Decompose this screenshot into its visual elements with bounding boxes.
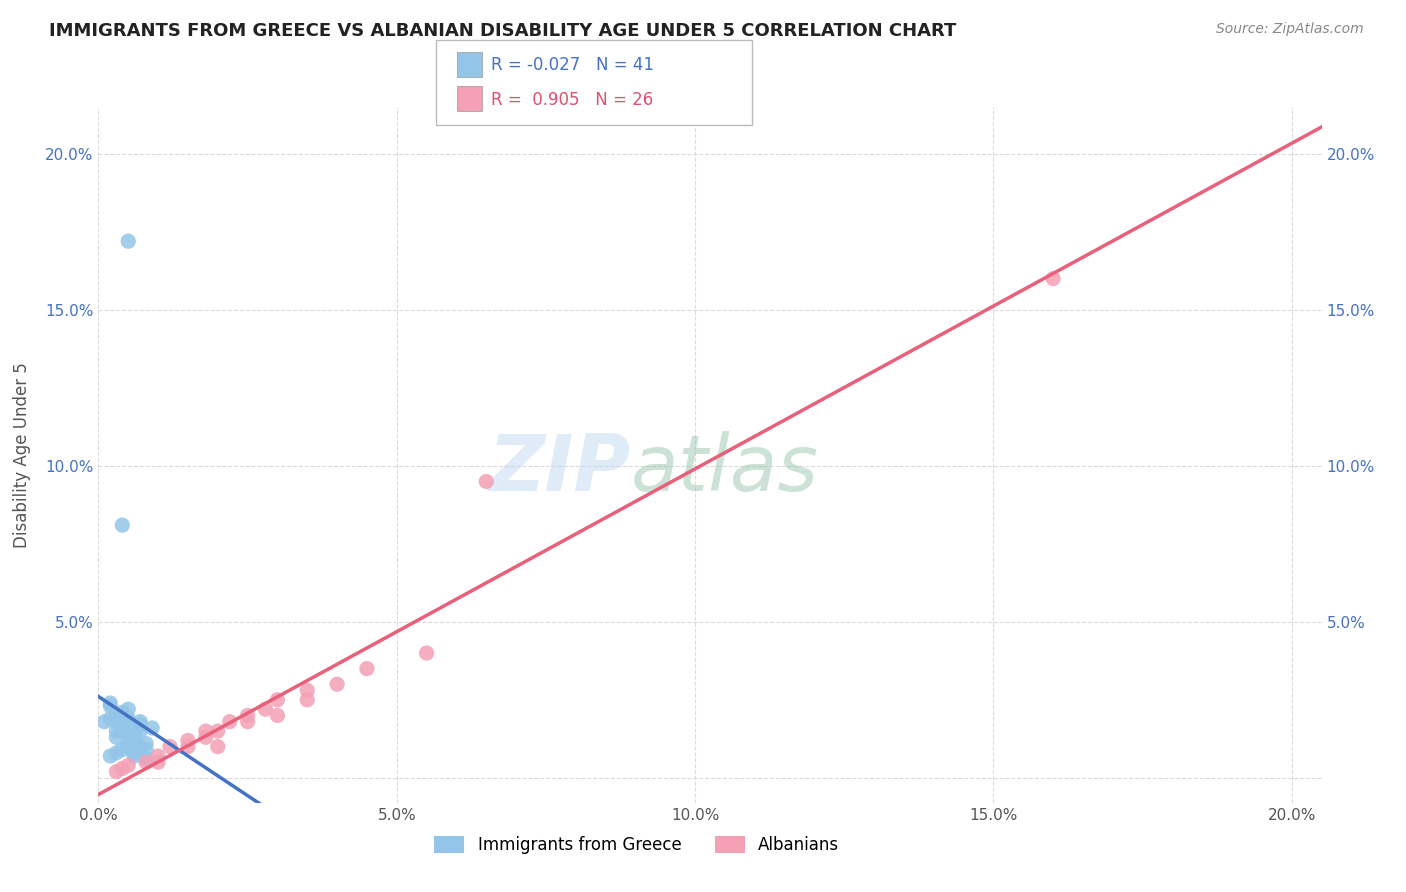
Point (117, 727, 139, 741)
Point (135, 743, 157, 757)
Point (93, 714, 115, 729)
Point (111, 706, 134, 720)
Point (98, 696, 121, 710)
Point (105, 708, 128, 723)
Point (475, 475, 498, 489)
Point (105, 764, 128, 779)
Point (117, 712, 139, 726)
Point (98, 699, 121, 714)
Point (117, 234, 139, 248)
Point (122, 727, 145, 741)
Text: Source: ZipAtlas.com: Source: ZipAtlas.com (1216, 22, 1364, 37)
Point (117, 758, 139, 772)
Point (111, 712, 134, 726)
Point (236, 714, 259, 729)
Point (218, 714, 240, 729)
Point (266, 708, 288, 723)
Point (117, 702, 139, 716)
Text: atlas: atlas (630, 431, 818, 507)
Point (326, 677, 349, 691)
Point (207, 739, 229, 754)
Point (415, 646, 437, 660)
Point (135, 756, 157, 770)
Point (105, 724, 128, 739)
Point (135, 737, 157, 751)
Point (297, 683, 319, 698)
Point (129, 724, 152, 739)
Point (117, 737, 139, 751)
Point (177, 733, 200, 747)
Point (129, 739, 152, 754)
Point (122, 737, 145, 751)
Point (122, 749, 145, 764)
Point (111, 724, 134, 739)
Point (111, 762, 134, 776)
Point (141, 721, 163, 735)
Point (207, 724, 229, 739)
Point (1042, 271, 1064, 285)
Point (177, 739, 200, 754)
Point (122, 731, 145, 745)
Point (111, 743, 134, 757)
Point (122, 731, 145, 745)
Legend: Immigrants from Greece, Albanians: Immigrants from Greece, Albanians (427, 829, 846, 861)
Point (159, 739, 181, 754)
Point (111, 721, 134, 735)
Point (117, 739, 139, 754)
Point (194, 724, 217, 739)
Point (105, 712, 128, 726)
Point (297, 693, 319, 707)
Point (105, 714, 128, 729)
Point (254, 702, 277, 716)
Point (105, 731, 128, 745)
Text: R = -0.027   N = 41: R = -0.027 N = 41 (491, 56, 654, 74)
Text: IMMIGRANTS FROM GREECE VS ALBANIAN DISABILITY AGE UNDER 5 CORRELATION CHART: IMMIGRANTS FROM GREECE VS ALBANIAN DISAB… (49, 22, 956, 40)
Point (98, 749, 121, 764)
Point (135, 752, 157, 766)
Point (111, 518, 134, 533)
Point (129, 714, 152, 729)
Text: R =  0.905   N = 26: R = 0.905 N = 26 (491, 91, 652, 109)
Point (236, 708, 259, 723)
Point (105, 746, 128, 760)
Point (266, 693, 288, 707)
Point (356, 662, 378, 676)
Y-axis label: Disability Age Under 5: Disability Age Under 5 (13, 362, 31, 548)
Point (122, 746, 145, 760)
Point (98, 712, 121, 726)
Point (194, 731, 217, 745)
Point (117, 714, 139, 729)
Point (146, 749, 169, 764)
Point (146, 756, 169, 770)
Point (122, 733, 145, 747)
Point (117, 727, 139, 741)
Point (129, 718, 152, 732)
Point (122, 739, 145, 754)
Text: ZIP: ZIP (488, 431, 630, 507)
